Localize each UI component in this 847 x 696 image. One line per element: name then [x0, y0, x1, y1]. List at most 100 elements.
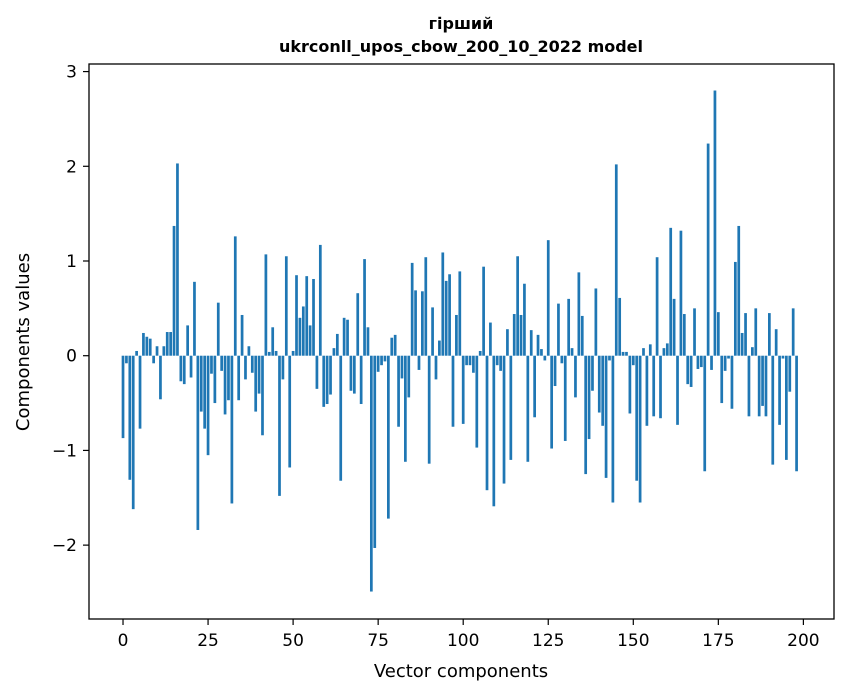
bar [570, 348, 574, 356]
bar [523, 283, 526, 356]
bar [145, 336, 149, 356]
bar [693, 308, 696, 356]
bar [506, 329, 509, 356]
bar [451, 355, 455, 427]
bar [546, 240, 550, 356]
bar [499, 355, 502, 371]
bar [189, 355, 193, 378]
x-axis-label: Vector components [374, 661, 548, 682]
bar [652, 355, 656, 417]
y-tick-label: 1 [66, 252, 77, 272]
bar [679, 230, 683, 356]
bar [441, 252, 445, 356]
chart-title-line-2: ukrconll_upos_cbow_200_10_2022 model [279, 37, 643, 56]
bar [380, 355, 383, 366]
bar [631, 355, 635, 366]
bar [339, 355, 343, 481]
bar [414, 290, 417, 356]
bar [366, 327, 370, 356]
bar [448, 274, 451, 356]
bar [720, 355, 724, 404]
bar [601, 355, 605, 426]
bar [329, 355, 332, 395]
bar [791, 308, 795, 356]
bar [560, 355, 564, 364]
bar [710, 355, 713, 370]
bar [308, 325, 312, 356]
bar [240, 314, 244, 356]
bar [431, 307, 434, 356]
bar [278, 355, 281, 496]
bar [747, 355, 751, 417]
bar [233, 236, 237, 356]
bar [788, 355, 792, 392]
bar [210, 355, 213, 374]
bar [587, 355, 591, 440]
bar [356, 293, 360, 356]
bar [757, 355, 761, 417]
bar [400, 355, 404, 379]
bar [301, 306, 305, 356]
bar [131, 355, 135, 510]
bar [196, 355, 200, 530]
bar [635, 355, 639, 481]
bar [390, 337, 394, 356]
bar [121, 355, 125, 439]
bar [519, 314, 523, 356]
bar [584, 355, 588, 475]
bar [567, 298, 571, 356]
bar [444, 280, 448, 356]
bar [771, 355, 775, 465]
bar [148, 338, 152, 356]
plot-frame [88, 63, 835, 620]
bar [621, 351, 625, 356]
bar [376, 355, 380, 372]
y-tick-label: 2 [66, 157, 77, 177]
bar [553, 355, 557, 387]
bar [267, 351, 271, 356]
bar [594, 288, 598, 356]
y-tick-label: 0 [66, 347, 77, 367]
bar [768, 313, 771, 356]
x-tick-label: 100 [447, 631, 479, 651]
bar [383, 355, 387, 362]
bar [227, 355, 230, 401]
bar [492, 355, 496, 507]
bar [543, 355, 547, 361]
bar [686, 355, 690, 385]
bar [509, 355, 513, 460]
bar [281, 355, 285, 380]
bar [761, 355, 764, 406]
bar [689, 355, 693, 387]
bar [230, 355, 234, 504]
bar [359, 355, 363, 405]
bar [604, 355, 608, 478]
bar [696, 355, 700, 369]
bar [574, 355, 577, 398]
bar [288, 355, 292, 468]
bar [706, 143, 710, 356]
bar [580, 315, 584, 356]
bar [410, 262, 414, 356]
bar [325, 355, 329, 405]
bar [529, 330, 533, 356]
bar [645, 355, 649, 426]
bar [128, 355, 132, 480]
bar [332, 348, 336, 356]
bar [349, 355, 353, 391]
bar [220, 355, 224, 371]
bar [393, 334, 397, 356]
bar [142, 332, 145, 356]
bar [247, 346, 251, 356]
bar [404, 355, 407, 462]
bar [397, 355, 400, 427]
bar [536, 334, 540, 356]
bar [274, 350, 278, 356]
x-tick-label: 0 [118, 631, 129, 651]
bar [387, 355, 390, 519]
bar [781, 355, 785, 359]
bar [625, 351, 628, 356]
bar [577, 272, 581, 356]
